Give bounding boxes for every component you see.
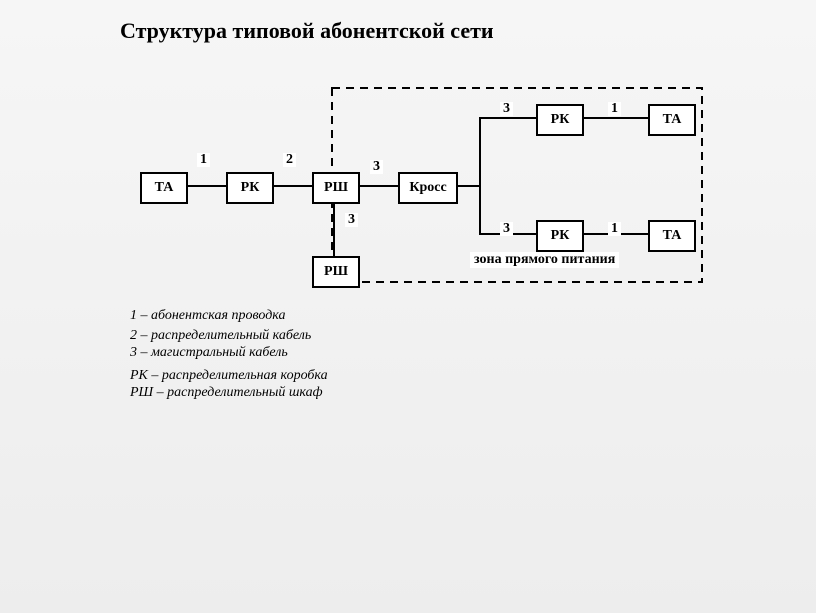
zone-label: зона прямого питания bbox=[470, 252, 619, 268]
node-kross: Кросс bbox=[398, 172, 458, 204]
edge-label-1: 2 bbox=[283, 153, 296, 167]
node-ta_bot: ТА bbox=[648, 220, 696, 252]
legend-item-0: 1 – абонентская проводка bbox=[130, 308, 285, 324]
node-ta_top: ТА bbox=[648, 104, 696, 136]
diagram-page: Структура типовой абонентской сети ТАРКР… bbox=[0, 0, 816, 613]
edge-label-7: 3 bbox=[345, 213, 358, 227]
legend-item-3: РК – распределительная коробка bbox=[130, 368, 328, 384]
legend-item-1: 2 – распределительный кабель bbox=[130, 328, 311, 344]
edge-label-5: 3 bbox=[500, 222, 513, 236]
edge-label-6: 1 bbox=[608, 222, 621, 236]
edge-label-2: 3 bbox=[370, 160, 383, 174]
legend-item-4: РШ – распределительный шкаф bbox=[130, 385, 323, 401]
node-rk_bot: РК bbox=[536, 220, 584, 252]
edge-label-4: 1 bbox=[608, 102, 621, 116]
edge-label-3: 3 bbox=[500, 102, 513, 116]
node-rsh_left: РШ bbox=[312, 172, 360, 204]
node-rk_left: РК bbox=[226, 172, 274, 204]
node-rk_top: РК bbox=[536, 104, 584, 136]
diagram-lines bbox=[0, 0, 816, 613]
node-ta_left: ТА bbox=[140, 172, 188, 204]
legend-item-2: 3 – магистральный кабель bbox=[130, 345, 288, 361]
node-rsh_bot: РШ bbox=[312, 256, 360, 288]
edge-label-0: 1 bbox=[197, 153, 210, 167]
